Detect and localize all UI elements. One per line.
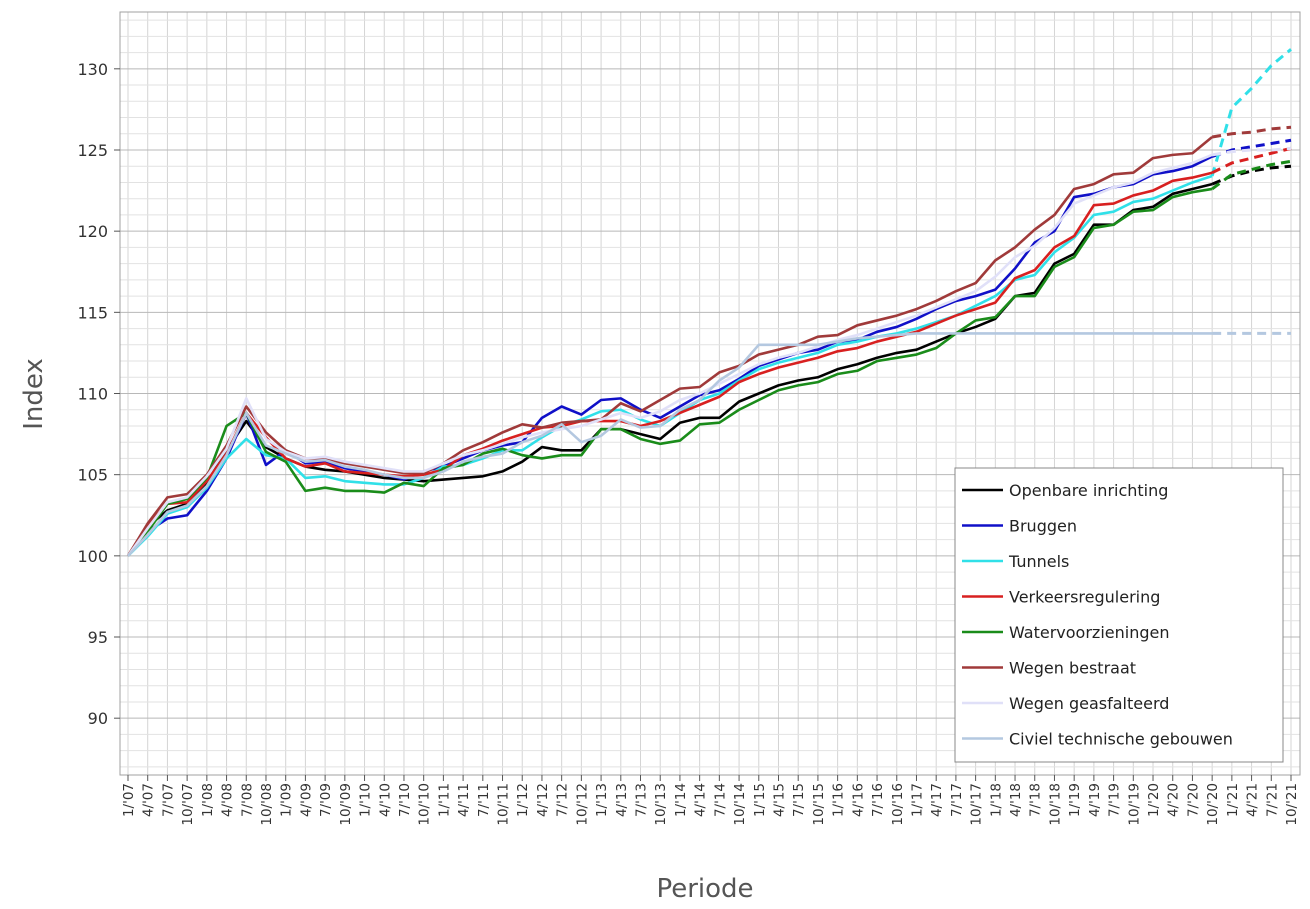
x-tick-label: 1/'11 (436, 783, 452, 817)
x-tick-label: 10/'15 (811, 783, 827, 826)
x-tick-label: 1/'16 (831, 783, 847, 817)
x-tick-label: 4/'16 (850, 783, 866, 817)
y-axis-title: Index (19, 358, 49, 430)
y-tick-label: 120 (77, 222, 108, 241)
x-tick-label: 4/'13 (614, 783, 630, 817)
x-tick-label: 1/'07 (121, 783, 137, 817)
y-tick-label: 130 (77, 60, 108, 79)
x-axis-title: Periode (656, 874, 753, 904)
x-tick-label: 10/'11 (496, 783, 512, 826)
legend-label-bruggen: Bruggen (1009, 517, 1077, 536)
series-forecast-bruggen (1211, 138, 1292, 158)
axes: 90 95 100 105 110 115 120 125 130 1/'07 4/'07 7/'07… (77, 60, 1300, 826)
x-tick-label: 7/'12 (555, 783, 571, 817)
x-tick-label: 7/'14 (712, 783, 728, 817)
x-tick-label: 1/'20 (1146, 783, 1162, 817)
x-tick-label: 7/'09 (318, 783, 334, 817)
y-tick-label: 105 (77, 466, 108, 485)
series-line-wegen-geasfalteerd (126, 153, 1213, 557)
y-tick-label: 125 (77, 141, 108, 160)
x-tick-label: 4/'17 (929, 783, 945, 817)
y-tick-label: 100 (77, 547, 108, 566)
x-tick-label: 4/'21 (1245, 783, 1261, 817)
x-tick-label: 1/'21 (1225, 783, 1241, 817)
gridlines (120, 12, 1300, 775)
x-tick-label: 7/'18 (1028, 783, 1044, 817)
x-tick-label: 1/'14 (673, 783, 689, 817)
x-tick-label: 7/'13 (634, 783, 650, 817)
x-tick-label: 4/'20 (1166, 783, 1182, 817)
x-tick-label: 10/'18 (1047, 783, 1063, 826)
x-tick-label: 7/'21 (1264, 783, 1280, 817)
series-lines (126, 48, 1292, 557)
y-tick-label: 115 (77, 303, 108, 322)
y-tick-label: 95 (88, 628, 108, 647)
x-tick-label: 4/'14 (693, 783, 709, 817)
x-tick-label: 10/'19 (1126, 783, 1142, 826)
series-line-civiel-technische-gebouwen (127, 332, 1213, 557)
x-tick-label: 7/'10 (397, 783, 413, 817)
series-forecast-openbare-inrichting (1211, 164, 1292, 186)
x-tick-label: 4/'09 (298, 783, 314, 817)
x-tick-label: 1/'17 (909, 783, 925, 817)
series-forecast-wegen-geasfalteerd (1211, 146, 1292, 157)
y-tick-label: 110 (77, 385, 108, 404)
legend-label-civiel-technische-gebouwen: Civiel technische gebouwen (1009, 730, 1233, 749)
x-tick-label: 7/'17 (949, 783, 965, 817)
x-tick-label: 4/'08 (220, 783, 236, 817)
y-tick-label: 90 (88, 709, 108, 728)
legend-label-watervoorzieningen: Watervoorzieningen (1009, 623, 1169, 642)
x-tick-label: 4/'19 (1087, 783, 1103, 817)
series-forecast-tunnels (1210, 48, 1292, 177)
legend-label-verkeersregulering: Verkeersregulering (1009, 588, 1160, 607)
x-tick-label: 1/'13 (594, 783, 610, 817)
x-tick-label: 1/'08 (200, 783, 216, 817)
x-tick-label: 10/'10 (417, 783, 433, 826)
legend: Openbare inrichting Bruggen Tunnels Verkeer… (954, 467, 1284, 763)
x-tick-label: 4/'18 (1008, 783, 1024, 817)
x-tick-label: 10/'20 (1205, 783, 1221, 826)
x-tick-label: 10/'16 (890, 783, 906, 826)
x-tick-label: 10/'14 (732, 783, 748, 826)
x-tick-label: 4/'10 (377, 783, 393, 817)
series-forecast-watervoorzieningen (1211, 159, 1292, 191)
legend-label-wegen-geasfalteerd: Wegen geasfalteerd (1009, 694, 1169, 713)
x-tick-label: 7/'19 (1107, 783, 1123, 817)
x-tick-label: 10/'08 (259, 783, 275, 826)
x-tick-label: 1/'18 (988, 783, 1004, 817)
x-tick-label: 1/'12 (515, 783, 531, 817)
legend-label-wegen-bestraat: Wegen bestraat (1009, 659, 1136, 678)
x-tick-label: 7/'20 (1185, 783, 1201, 817)
series-line-watervoorzieningen (126, 187, 1213, 557)
legend-label-openbare-inrichting: Openbare inrichting (1009, 481, 1168, 500)
x-tick-label: 7/'08 (239, 783, 255, 817)
series-forecast-wegen-bestraat (1211, 125, 1292, 139)
x-tick-label: 1/'15 (752, 783, 768, 817)
x-tick-label: 4/'11 (456, 783, 472, 817)
x-tick-label: 7/'15 (791, 783, 807, 817)
x-tick-label: 4/'12 (535, 783, 551, 817)
x-tick-label: 4/'07 (141, 783, 157, 817)
x-tick-label: 10/'09 (338, 783, 354, 826)
x-tick-label: 10/'12 (574, 783, 590, 826)
x-tick-label: 7/'07 (160, 783, 176, 817)
x-tick-label: 1/'19 (1067, 783, 1083, 817)
x-tick-label: 7/'11 (476, 783, 492, 817)
x-tick-label: 7/'16 (870, 783, 886, 817)
x-tick-label: 10/'21 (1284, 783, 1300, 826)
x-tick-label: 10/'13 (653, 783, 669, 826)
x-tick-label: 1/'09 (279, 783, 295, 817)
legend-box (954, 467, 1284, 763)
x-tick-label: 10/'07 (180, 783, 196, 826)
legend-label-tunnels: Tunnels (1008, 552, 1069, 571)
x-tick-label: 4/'15 (771, 783, 787, 817)
x-tick-label: 10/'17 (969, 783, 985, 826)
x-tick-label: 1/'10 (358, 783, 374, 817)
